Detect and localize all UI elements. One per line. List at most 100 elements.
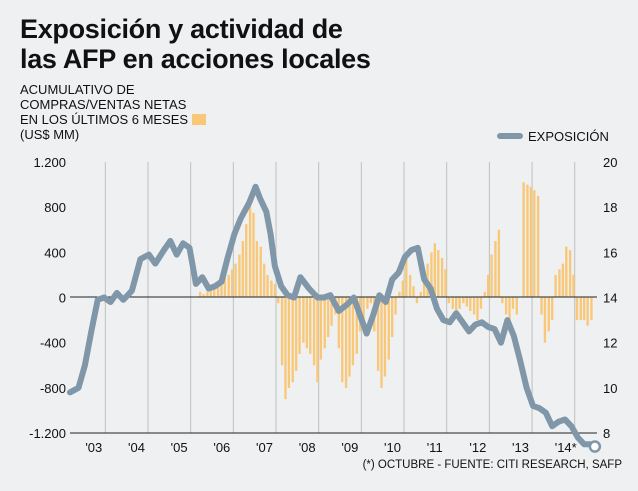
right-tick-label: 16 — [603, 245, 617, 260]
x-axis-ticks: '03 '04 '05 '06 '07 '08 '09 '10 '11 '12 '13 '14* — [85, 440, 576, 455]
left-axis-line-3: EN LOS ÚLTIMOS 6 MESES — [20, 112, 189, 127]
bar — [348, 297, 351, 377]
bar — [341, 297, 344, 383]
bar — [351, 297, 355, 366]
bar — [366, 297, 369, 309]
bar — [558, 269, 561, 298]
bar — [515, 297, 518, 315]
right-tick-label: 8 — [603, 426, 610, 441]
bar — [568, 250, 572, 298]
right-tick-label: 18 — [603, 200, 617, 215]
bar — [565, 246, 568, 298]
bar — [543, 297, 547, 343]
bar — [469, 297, 472, 312]
bar — [291, 297, 294, 383]
bar — [319, 297, 323, 360]
bar — [280, 297, 284, 366]
bar — [458, 297, 461, 309]
x-tick-label: '13 — [512, 440, 529, 455]
right-tick-label: 20 — [603, 155, 617, 170]
bar — [583, 297, 586, 321]
left-axis-line-4: (US$ MM) — [20, 127, 80, 142]
bar — [533, 190, 536, 298]
bar — [433, 243, 437, 298]
bar — [401, 280, 405, 298]
bar — [430, 252, 433, 298]
bar — [202, 294, 205, 298]
bar — [387, 297, 390, 360]
bar — [248, 201, 252, 298]
bar — [380, 297, 383, 388]
bar — [412, 286, 415, 298]
bar — [270, 280, 273, 298]
bar — [330, 297, 333, 326]
left-tick-label: -1.200 — [29, 426, 66, 441]
bar — [575, 297, 579, 321]
bar — [206, 291, 209, 298]
bar — [540, 297, 543, 315]
left-tick-label: 800 — [44, 200, 66, 215]
bar — [305, 297, 309, 349]
exposure-line — [67, 183, 598, 450]
bar — [447, 297, 451, 304]
bar — [209, 290, 212, 298]
bar — [213, 288, 216, 298]
bar — [483, 291, 486, 298]
x-tick-label: '12 — [469, 440, 486, 455]
right-axis-ticks: 20 18 16 14 12 10 8 — [603, 155, 617, 441]
bar — [245, 224, 248, 298]
bar — [234, 263, 237, 298]
bar — [586, 297, 589, 326]
bar — [316, 297, 319, 383]
bar — [391, 297, 394, 338]
bar — [355, 297, 358, 354]
left-tick-label: 0 — [59, 291, 66, 306]
left-axis-ticks: 1.200 800 400 0 -400 -800 -1.200 — [29, 155, 66, 441]
legend-exposure: EXPOSICIÓN — [497, 129, 609, 144]
line-series — [67, 183, 602, 453]
bar — [394, 297, 397, 315]
bar — [526, 184, 529, 298]
bar — [579, 297, 582, 321]
bar — [227, 274, 230, 298]
bar — [419, 291, 422, 298]
chart-title: Exposición y actividad de las AFP en acc… — [20, 14, 460, 74]
right-tick-label: 14 — [603, 291, 617, 306]
bar — [547, 297, 550, 332]
left-tick-label: -800 — [40, 381, 66, 396]
bar — [497, 229, 501, 298]
x-tick-label: '08 — [299, 440, 316, 455]
x-tick-label: '07 — [256, 440, 273, 455]
bar — [259, 246, 262, 298]
bar — [590, 297, 593, 321]
bar — [451, 297, 454, 309]
bar — [551, 297, 554, 321]
line-legend-swatch — [497, 133, 523, 139]
bar — [302, 297, 305, 343]
x-tick-label: '05 — [171, 440, 188, 455]
bar — [508, 297, 511, 321]
bar — [423, 274, 426, 298]
bar — [455, 297, 458, 315]
bar — [273, 283, 276, 298]
bar — [323, 297, 326, 349]
bar — [223, 277, 227, 298]
bar — [504, 297, 508, 315]
bar — [369, 297, 373, 304]
bar — [344, 297, 348, 388]
bar — [337, 297, 341, 349]
bar — [479, 297, 483, 309]
bar — [405, 257, 408, 298]
bar — [198, 291, 202, 298]
bar — [437, 250, 440, 298]
title-line-2: las AFP en acciones locales — [20, 44, 371, 74]
bar — [440, 257, 444, 298]
bar — [284, 297, 287, 400]
bar — [326, 297, 330, 338]
bar — [294, 297, 298, 371]
bar — [230, 269, 234, 298]
bar — [398, 291, 401, 298]
bar — [312, 297, 316, 366]
bar — [255, 241, 259, 298]
